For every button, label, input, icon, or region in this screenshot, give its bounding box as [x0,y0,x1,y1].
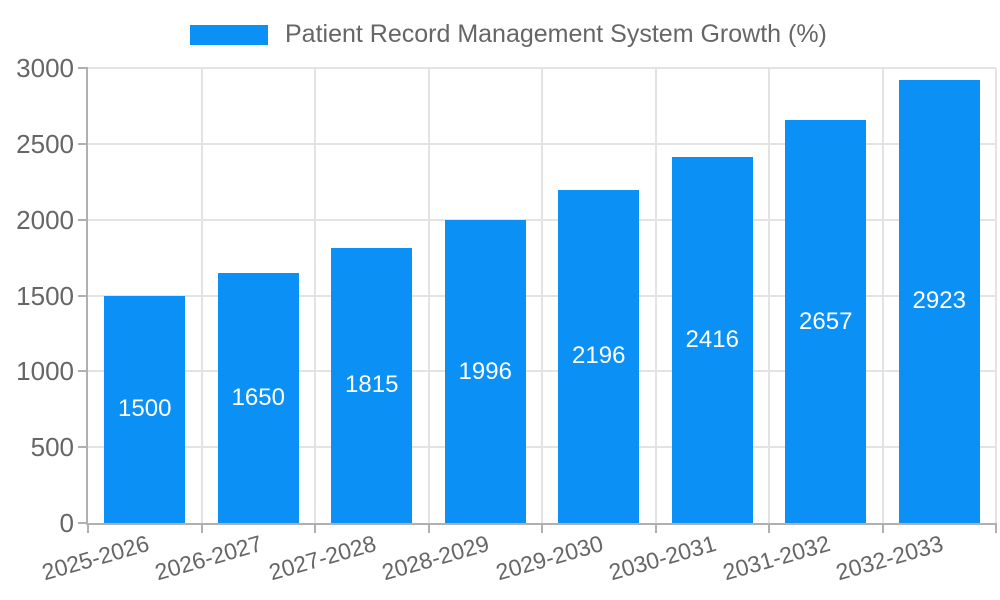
y-tick-mark [78,218,88,221]
x-tick-label: 2031-2032 [719,530,833,586]
bar-value-label: 2657 [799,307,853,335]
legend-label: Patient Record Management System Growth … [285,20,827,48]
x-tick-label: 2029-2030 [492,530,606,586]
x-gridline [314,68,316,523]
y-tick-mark [78,370,88,373]
x-gridline [427,68,430,523]
x-tick-label: 2028-2029 [379,530,493,586]
x-tick-mark [87,523,89,533]
x-tick-label: 2025-2026 [38,530,152,586]
x-tick-label: 2032-2033 [833,530,947,586]
bar-value-label: 1815 [345,371,399,399]
x-tick-mark [654,523,657,533]
y-tick-mark [78,67,88,69]
bar-2027-2028 [331,247,413,523]
x-axis-line [88,523,996,525]
bar-2025-2026 [104,295,186,523]
x-gridline [654,68,657,523]
x-tick-mark [995,523,997,533]
x-tick-mark [200,523,203,533]
bar-2026-2027 [217,272,299,523]
x-tick-label: 2030-2031 [606,530,720,586]
y-tick-mark [78,294,88,297]
y-tick-label: 3000 [16,53,74,83]
y-axis-line [86,68,88,525]
x-gridline [881,68,884,523]
y-tick-mark [78,446,88,449]
bar-2030-2031 [671,156,753,523]
x-gridline [995,68,997,523]
x-tick-mark [427,523,430,533]
bar-value-label: 2416 [685,325,739,353]
x-tick-mark [314,523,316,533]
bar-value-label: 1650 [231,383,285,411]
y-tick-mark [78,522,88,524]
bar-value-label: 1500 [118,395,172,423]
legend-swatch [190,24,268,45]
bar-2031-2032 [785,120,867,523]
y-tick-label: 2000 [16,204,74,235]
bar-2032-2033 [898,79,980,523]
x-tick-label: 2026-2027 [152,530,266,586]
y-tick-label: 2500 [16,128,74,159]
y-tick-mark [78,142,88,145]
bar-2029-2030 [558,189,640,523]
x-tick-mark [881,523,884,533]
bar-value-label: 2923 [912,287,966,315]
bar-value-label: 2196 [572,342,626,370]
y-tick-label: 0 [59,508,74,538]
x-gridline [768,68,770,523]
bar-2028-2029 [444,220,526,523]
x-tick-mark [768,523,770,533]
y-tick-label: 1000 [16,356,74,387]
x-tick-mark [541,523,543,533]
x-gridline [200,68,203,523]
x-tick-label: 2027-2028 [265,530,379,586]
chart-legend: Patient Record Management System Growth … [190,20,827,49]
y-tick-label: 1500 [16,280,74,311]
x-gridline [541,68,543,523]
bar-value-label: 1996 [458,357,512,385]
y-tick-label: 500 [30,432,74,463]
